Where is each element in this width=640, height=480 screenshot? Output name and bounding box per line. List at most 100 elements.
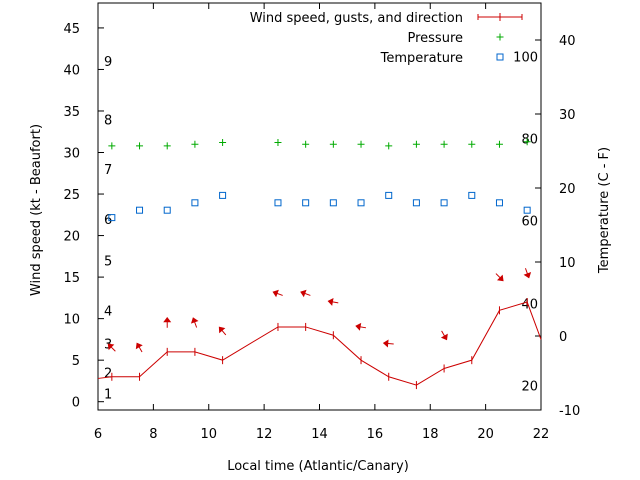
temperature-point (357, 199, 365, 207)
y-tick-label: 45 (63, 22, 80, 37)
wind-arrow-head (355, 322, 362, 331)
temperature-point (523, 206, 531, 214)
x-tick-label: 16 (367, 427, 384, 442)
y-axis-right: -10 0 10 20 30 40 (535, 34, 580, 419)
temperature-point (191, 199, 199, 207)
temperature-point (108, 214, 116, 222)
wind-arrow-head (300, 289, 307, 298)
series-layer (97, 138, 542, 390)
temperature-point (163, 206, 171, 214)
x-axis-label: Local time (Atlantic/Canary) (227, 459, 409, 474)
pressure-point (495, 140, 503, 148)
wind-arrow-head (135, 342, 143, 350)
y-tick-label: 20 (63, 230, 80, 245)
x-tick-label: 18 (422, 427, 439, 442)
wind-arrow-head (163, 316, 172, 323)
pressure-point (163, 142, 171, 150)
wind-arrow-head (107, 343, 115, 351)
beaufort-label: 8 (104, 113, 112, 128)
pressure-point (191, 140, 199, 148)
temperature-point (274, 199, 282, 207)
y-tick-label: 10 (63, 313, 80, 328)
temperature-point (412, 199, 420, 207)
beaufort-label: 1 (104, 387, 112, 402)
wind-arrow-head (496, 274, 504, 282)
pressure-point (108, 142, 116, 150)
pressure-point (468, 140, 476, 148)
legend-swatch-temperature (496, 53, 504, 61)
legend-label: Pressure (407, 31, 463, 46)
temperature-point (495, 199, 503, 207)
beaufort-label: 6 (104, 213, 112, 228)
legend: Wind speed, gusts, and direction Pressure… (250, 11, 523, 66)
fahrenheit-scale: 20 40 60 80 100 (513, 50, 538, 394)
beaufort-label: 2 (104, 367, 112, 382)
wind-arrow-head (190, 317, 199, 324)
y-tick-label: 35 (63, 105, 80, 120)
wind-speed-line (97, 301, 542, 386)
fahrenheit-label: 80 (521, 132, 538, 147)
pressure-point (219, 139, 227, 147)
pressure-point (412, 140, 420, 148)
plot-frame (97, 2, 542, 411)
beaufort-label: 9 (104, 55, 112, 70)
temperature-point (440, 199, 448, 207)
x-tick-label: 12 (256, 427, 273, 442)
pressure-point (136, 142, 144, 150)
wind-arrow-head (218, 326, 226, 334)
y2-tick-label: 0 (559, 330, 567, 345)
legend-label: Wind speed, gusts, and direction (250, 11, 463, 26)
legend-swatch-pressure (496, 33, 504, 41)
x-tick-label: 6 (94, 427, 102, 442)
temperature-point (302, 199, 310, 207)
pressure-point (385, 142, 393, 150)
y2-tick-label: 30 (559, 108, 576, 123)
y2-tick-label: 10 (559, 256, 576, 271)
fahrenheit-label: 40 (521, 297, 538, 312)
x-axis: 6 8 10 12 14 16 18 20 22 (94, 3, 549, 442)
y-tick-label: 30 (63, 147, 80, 162)
legend-swatch-wind (477, 13, 523, 21)
beaufort-scale: 123456789 (104, 55, 112, 402)
x-tick-label: 20 (477, 427, 494, 442)
plot-border (97, 2, 542, 411)
wind-arrow-head (272, 289, 279, 298)
wind-arrow-head (327, 297, 334, 306)
y-tick-label: 25 (63, 188, 80, 203)
y-tick-label: 5 (72, 354, 80, 369)
legend-label: Temperature (380, 51, 463, 66)
y2-axis-label: Temperature (C - F) (597, 147, 612, 274)
fahrenheit-label: 20 (521, 380, 538, 395)
wind-arrow-head (523, 272, 532, 279)
fahrenheit-label: 60 (521, 215, 538, 230)
pressure-point (523, 138, 531, 146)
y-axis-label: Wind speed (kt - Beaufort) (29, 124, 44, 296)
y-tick-label: 15 (63, 271, 80, 286)
y2-tick-label: 20 (559, 182, 576, 197)
wind-arrows (107, 268, 532, 353)
beaufort-label: 7 (104, 163, 112, 178)
temperature-point (219, 191, 227, 199)
y-axis-left: 0 5 10 15 20 25 30 35 40 45 (63, 22, 104, 411)
x-tick-label: 22 (533, 427, 550, 442)
x-tick-label: 10 (200, 427, 217, 442)
pressure-point (329, 140, 337, 148)
temperature-point (385, 191, 393, 199)
fahrenheit-label: 100 (513, 50, 538, 65)
wind-arrow-head (382, 339, 389, 348)
y2-tick-label: 40 (559, 34, 576, 49)
y2-tick-label: -10 (559, 404, 580, 419)
y-tick-label: 40 (63, 63, 80, 78)
x-tick-label: 8 (149, 427, 157, 442)
y-tick-label: 0 (72, 396, 80, 411)
pressure-point (357, 140, 365, 148)
x-tick-label: 14 (311, 427, 328, 442)
beaufort-label: 5 (104, 254, 112, 269)
temperature-point (329, 199, 337, 207)
pressure-point (302, 140, 310, 148)
temperature-point (468, 191, 476, 199)
pressure-point (274, 139, 282, 147)
wind-arrow-head (440, 333, 448, 341)
pressure-point (440, 140, 448, 148)
